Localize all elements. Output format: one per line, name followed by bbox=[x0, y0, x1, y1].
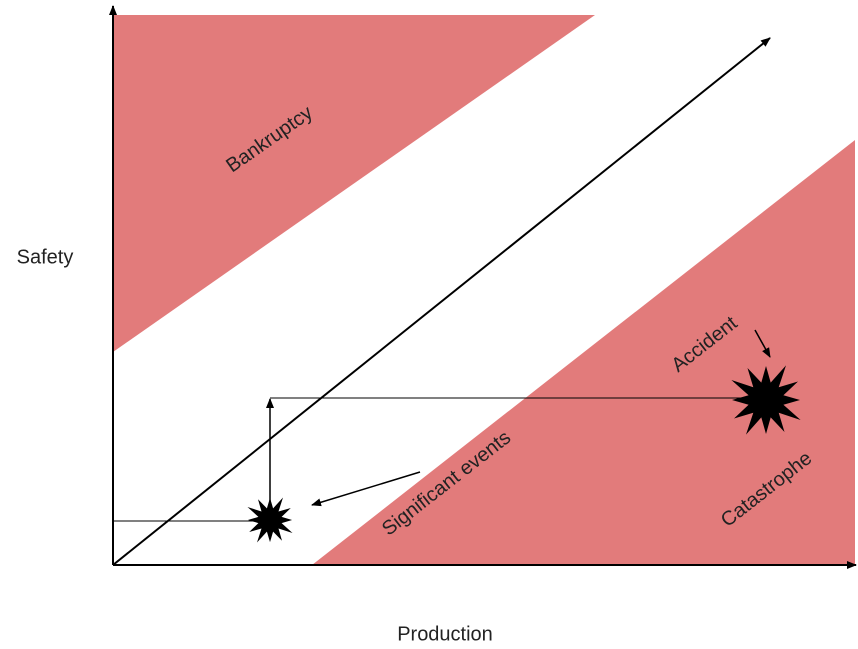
y-axis-label: Safety bbox=[17, 246, 74, 268]
pointer-arrow bbox=[754, 329, 771, 358]
x-axis-label: Production bbox=[397, 623, 493, 645]
pointer-arrow bbox=[311, 471, 421, 507]
balance-line bbox=[112, 37, 771, 566]
bankruptcy-region bbox=[113, 15, 595, 352]
accident-star bbox=[731, 365, 801, 435]
event-star bbox=[247, 497, 293, 543]
catastrophe-region bbox=[312, 140, 855, 565]
